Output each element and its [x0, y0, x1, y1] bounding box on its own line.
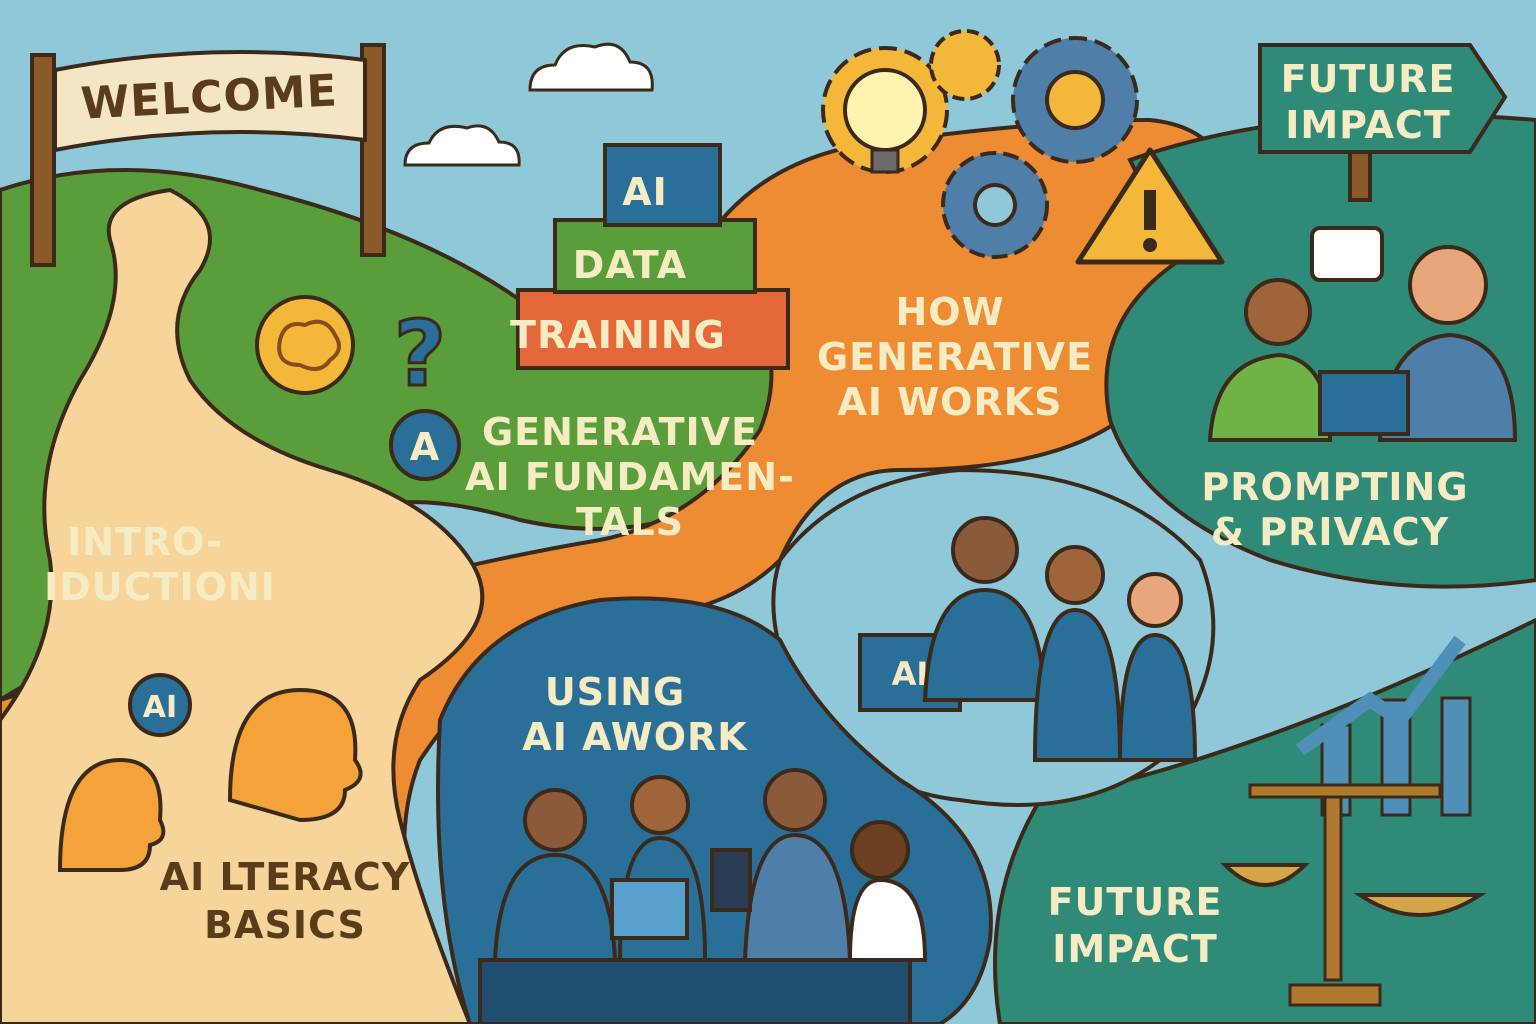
literacy-line2: BASICS: [204, 903, 366, 947]
literacy-line1: AI LTERACY: [160, 855, 411, 899]
using-line2: AI AWORK: [522, 715, 748, 759]
label-literacy-basics: AI LTERACY BASICS: [160, 855, 411, 947]
using-line1: USING: [545, 670, 685, 714]
laptop-icon: [610, 878, 689, 940]
intro-line2: IDUCTIONI: [44, 565, 276, 609]
label-prompting-privacy: PROMPTING & PRIVACY: [1201, 465, 1468, 554]
laptop-icon: [1318, 370, 1410, 436]
question-mark-icon: ?: [394, 302, 446, 407]
label-how-it-works: HOW GENERATIVE AI WORKS: [817, 290, 1093, 424]
lightbulb-icon: [870, 148, 900, 174]
cloud-icon: [528, 42, 654, 92]
literacy-badge-text: AI: [143, 690, 177, 725]
training-label: TRAINING: [510, 313, 726, 357]
label-using-ai: USING AI AWORK: [522, 670, 748, 759]
future-line2: IMPACT: [1052, 927, 1218, 971]
future-line1: FUTURE: [1048, 880, 1223, 924]
ai-data-training-stack: TRAINING DATA AI: [510, 143, 790, 370]
signpost-line1: FUTURE: [1281, 57, 1456, 101]
welcome-banner: [53, 50, 367, 153]
fundamentals-line3: TALS: [576, 500, 684, 544]
how-line1: HOW: [895, 290, 1004, 334]
answer-badge-icon: A: [389, 409, 461, 481]
how-line2: GENERATIVE: [817, 335, 1093, 379]
desk: [478, 958, 912, 1024]
data-label: DATA: [573, 243, 687, 287]
team-illustration: AI: [858, 516, 1198, 762]
answer-badge-text: A: [410, 425, 440, 469]
how-line3: AI WORKS: [837, 380, 1062, 424]
fundamentals-line2: AI FUNDAMEN-: [465, 455, 795, 499]
prompting-people-illustration: [1207, 226, 1518, 442]
cloud-icon: [403, 124, 521, 167]
signpost-line2: IMPACT: [1285, 103, 1451, 147]
prompting-line1: PROMPTING: [1201, 465, 1468, 509]
training-block: [516, 288, 790, 370]
label-future-impact: FUTURE IMPACT: [1048, 880, 1223, 971]
intro-line1: INTRO-: [67, 520, 223, 564]
ai-block-label: AI: [622, 170, 668, 214]
prompting-line2: & PRIVACY: [1211, 510, 1449, 554]
ai-block: [603, 143, 722, 227]
trend-arrow-icon: [1295, 635, 1466, 756]
label-fundamentals: GENERATIVE AI FUNDAMEN- TALS: [465, 410, 795, 544]
brain-bubble-icon: [255, 295, 355, 395]
warning-icon: [1075, 147, 1225, 265]
team-monitor-text: AI: [892, 655, 929, 693]
future-impact-signpost: FUTURE IMPACT: [1258, 43, 1508, 202]
gears-icon: [821, 29, 1139, 259]
work-team-illustration: [478, 768, 928, 1024]
heads-illustration: AI: [57, 673, 363, 872]
fundamentals-line1: GENERATIVE: [482, 410, 758, 454]
chart-and-scales-illustration: [1220, 635, 1487, 1007]
welcome-arch: WELCOME: [30, 43, 386, 267]
label-introduction: INTRO- IDUCTIONI: [44, 520, 276, 609]
tablet-icon: [710, 848, 752, 912]
data-block: [553, 218, 757, 294]
speech-bubble-icon: [1310, 226, 1384, 282]
